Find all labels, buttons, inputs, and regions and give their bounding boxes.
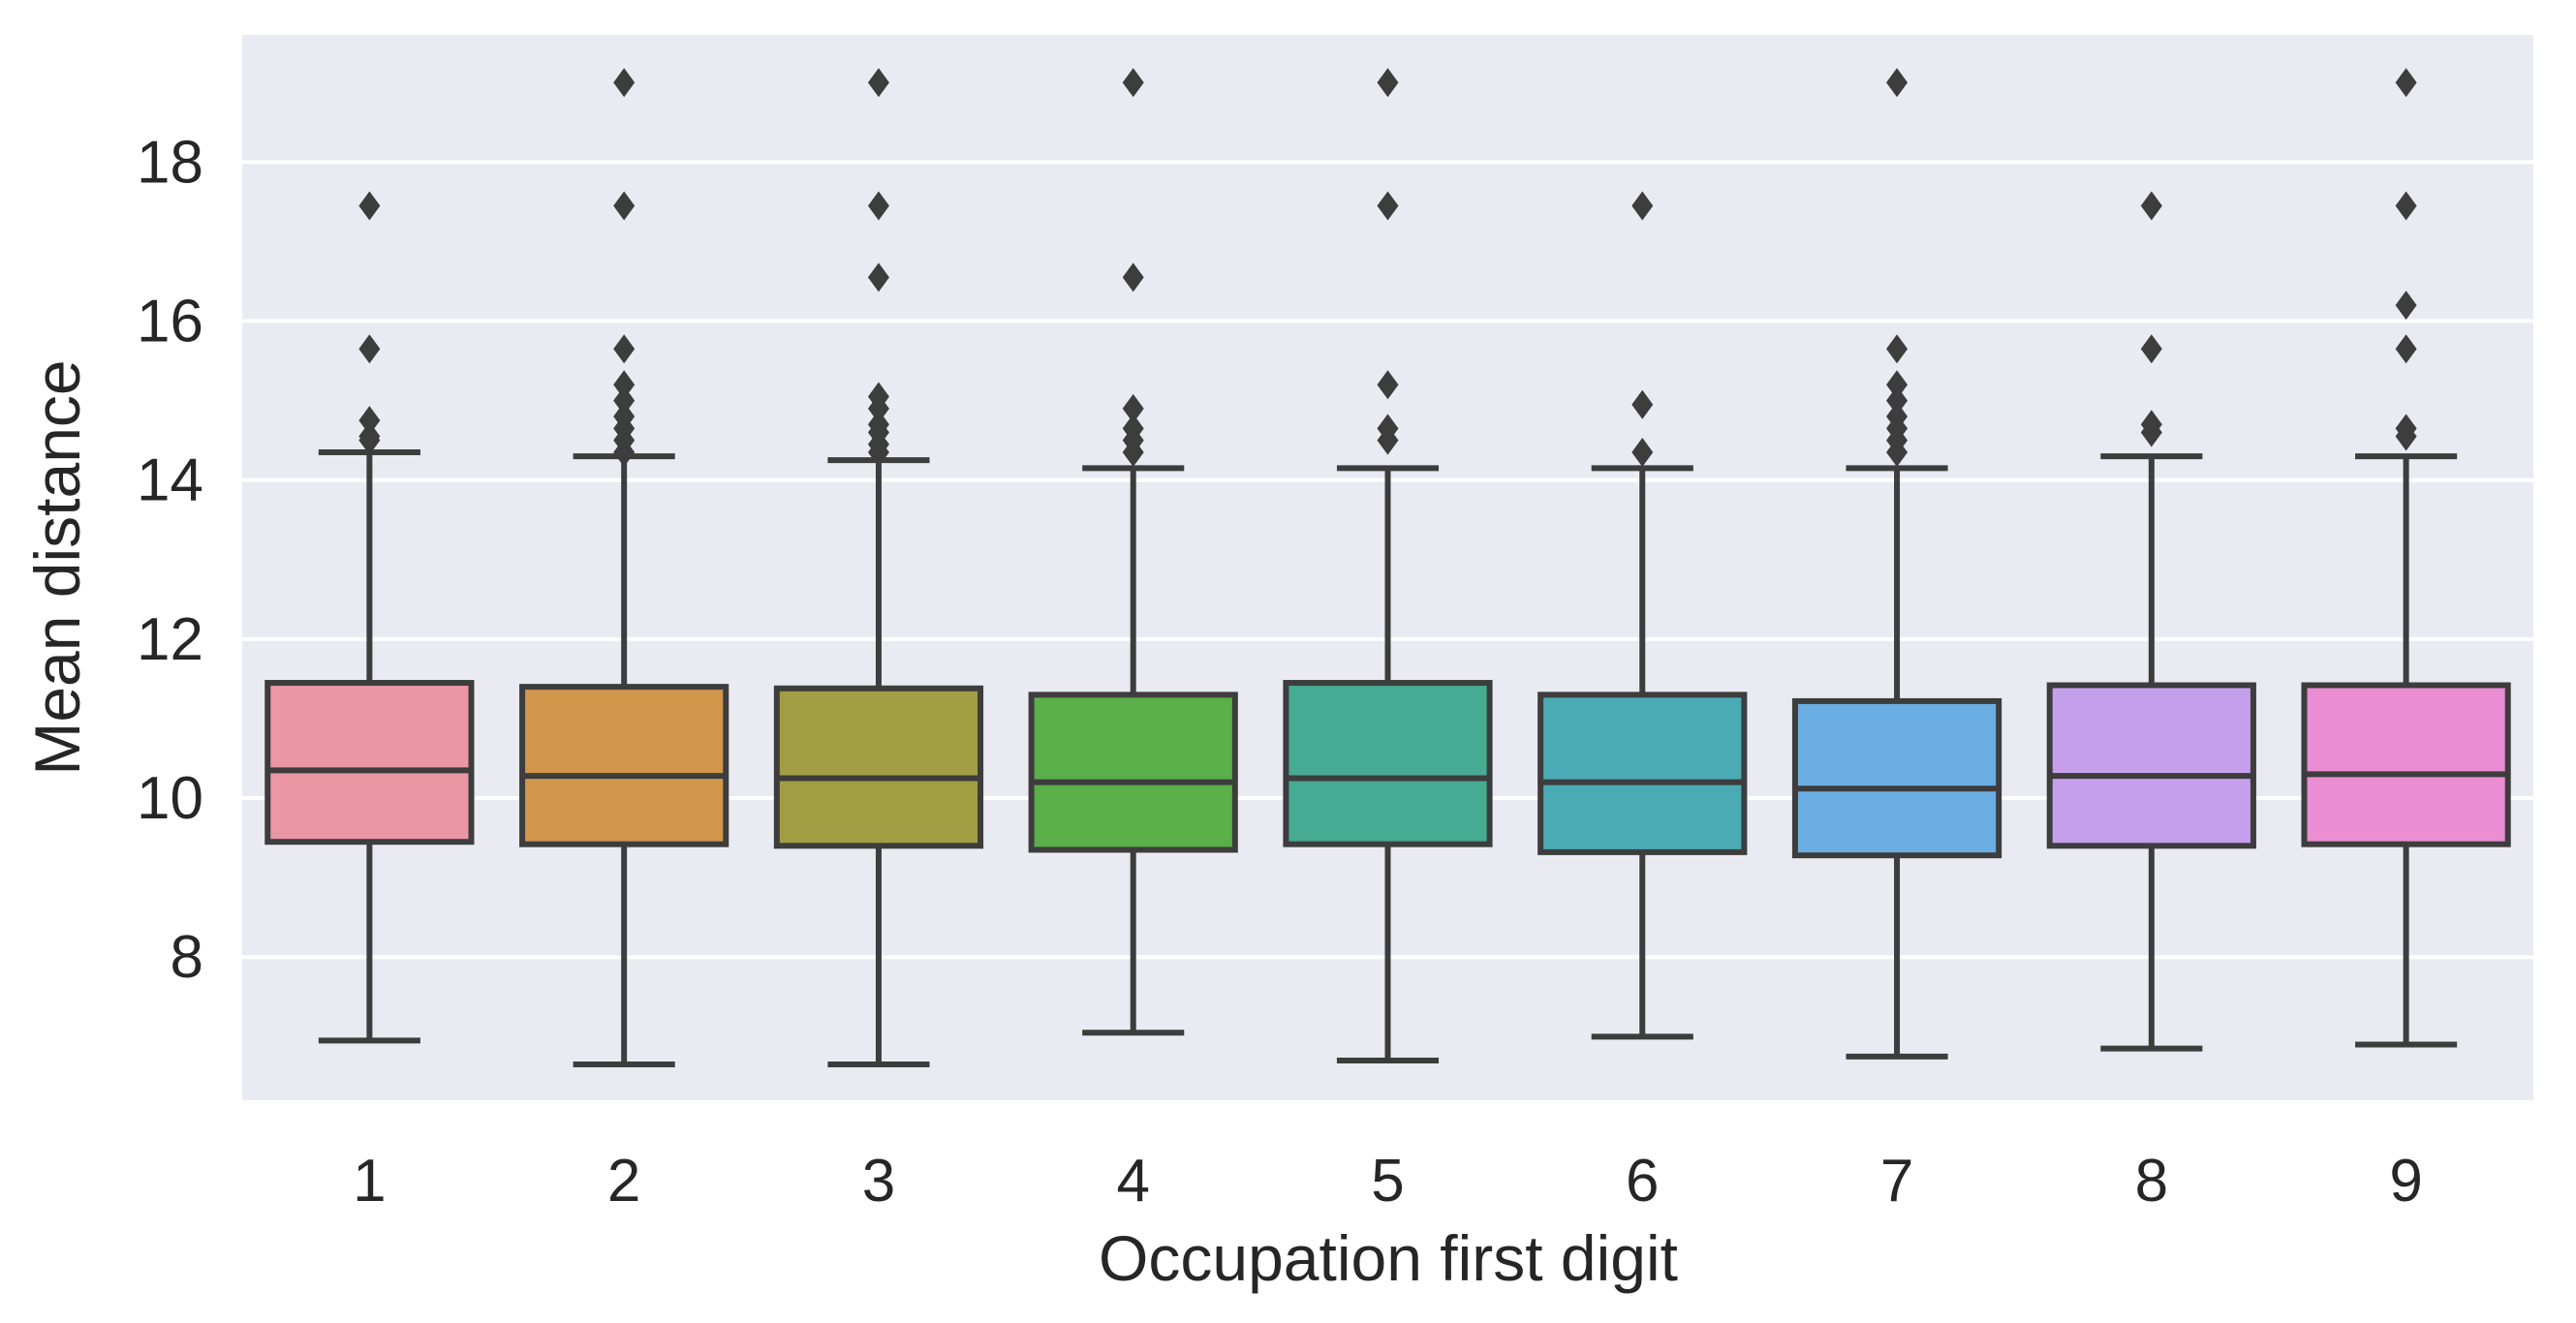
outlier-point [613,68,636,98]
boxes [264,68,2511,1068]
outlier-point [2395,291,2417,321]
x-tick-labels: 1 2 3 4 5 6 7 8 9 [353,1148,2423,1215]
box-group [264,191,475,1044]
box-iqr [1537,692,1748,855]
box-iqr [2301,682,2511,847]
box-group [519,68,729,1068]
outlier-point [867,68,889,98]
box-iqr [264,680,475,846]
outlier-point [613,402,636,432]
box-group [2301,68,2511,1048]
outlier-point [1122,414,1144,444]
outlier-point [2395,414,2417,444]
outlier-point [1122,262,1144,292]
y-tick-label: 16 [137,289,203,355]
outlier-point [1631,437,1654,467]
outlier-point [613,385,636,415]
outlier-point [1886,385,1909,415]
y-tick-labels: 8 10 12 14 16 18 [137,129,203,991]
outlier-point [2395,334,2417,364]
x-tick-label: 6 [1626,1148,1659,1215]
y-tick-label: 14 [137,447,203,514]
outlier-point [1377,414,1399,444]
outlier-point [1122,68,1144,98]
outlier-point [358,406,381,436]
box-iqr [1791,697,2002,859]
x-tick-label: 1 [353,1148,386,1215]
box-iqr [773,685,984,849]
outlier-point [358,334,381,364]
outlier-point [2140,334,2162,364]
x-axis-label: Occupation first digit [1099,1222,1678,1294]
outlier-point [1631,191,1654,221]
x-tick-label: 4 [1116,1148,1149,1215]
outlier-point [1377,191,1399,221]
y-axis-label: Mean distance [21,359,93,775]
outlier-point [613,191,636,221]
x-tick-label: 5 [1371,1148,1404,1215]
outlier-point [1377,68,1399,98]
box-iqr [2046,682,2256,849]
outlier-point [867,382,889,412]
box-group [1537,191,1748,1040]
box-group [2046,191,2256,1052]
y-tick-label: 8 [171,924,203,991]
x-tick-label: 3 [862,1148,895,1215]
x-tick-label: 9 [2389,1148,2422,1215]
outlier-point [358,421,381,451]
x-tick-label: 2 [607,1148,640,1215]
outlier-point [613,370,636,400]
outlier-point [2395,191,2417,221]
outlier-point [1886,402,1909,432]
box-group [773,68,984,1068]
outlier-point [613,334,636,364]
box-group [1283,68,1493,1063]
outlier-point [1886,334,1909,364]
box-group [1028,68,1238,1036]
y-tick-label: 18 [137,129,203,196]
outlier-point [358,191,381,221]
outlier-point [867,262,889,292]
x-tick-label: 8 [2135,1148,2168,1215]
outlier-point [2140,191,2162,221]
outlier-point [1886,68,1909,98]
outlier-point [2395,68,2417,98]
outlier-point [2140,410,2162,440]
outlier-point [1122,393,1144,423]
outlier-point [867,410,889,440]
outlier-point [867,191,889,221]
y-tick-label: 12 [137,606,203,673]
box-group [1791,68,2002,1060]
box-iqr [519,684,729,847]
outlier-point [1377,370,1399,400]
y-tick-label: 10 [137,765,203,832]
box-iqr [1028,692,1238,853]
x-tick-label: 7 [1880,1148,1913,1215]
outlier-point [1631,389,1654,419]
box-iqr [1283,680,1493,847]
outlier-point [1886,370,1909,400]
